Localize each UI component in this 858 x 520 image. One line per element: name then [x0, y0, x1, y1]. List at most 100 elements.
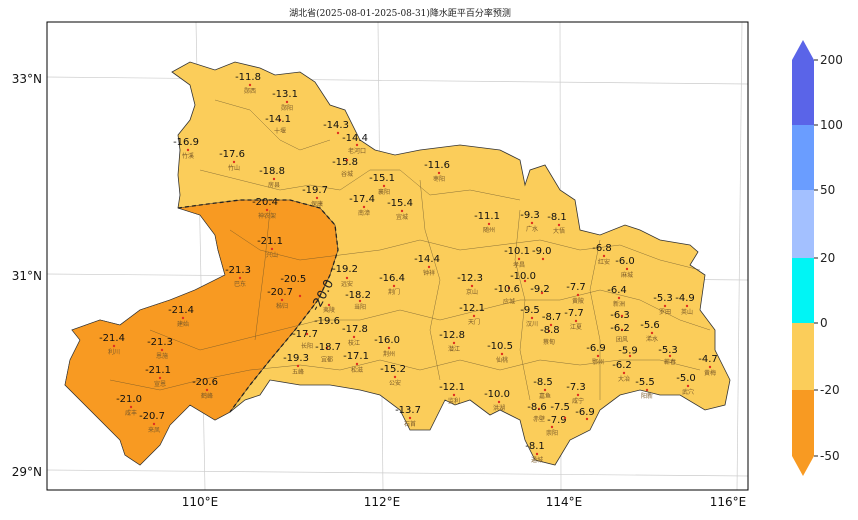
- station-label: -7.7 黄陂: [566, 282, 586, 305]
- station-label: -10.0: [510, 271, 536, 283]
- station-label: -5.3 罗田: [653, 293, 673, 316]
- longitude-label: 114°E: [546, 495, 583, 509]
- station-name: 赤壁: [533, 415, 545, 423]
- station-label: -10.1 孝昌: [504, 246, 530, 269]
- colorbar-extend-top: [792, 40, 814, 60]
- station-label: -16.4 荆门: [379, 273, 405, 296]
- station-name: 汉川: [526, 320, 538, 328]
- station-label: -5.3 蕲春: [658, 345, 678, 366]
- station-value: -6.9: [586, 343, 606, 354]
- station-dot: [345, 276, 349, 280]
- station-dot: [285, 100, 289, 104]
- station-value: -20.5: [280, 274, 306, 285]
- station-value: -16.0: [374, 335, 400, 346]
- station-name: 英山: [681, 308, 693, 316]
- colorbar-tick-label: 0: [820, 316, 828, 330]
- station-value: -8.6: [527, 402, 547, 413]
- station-label: -17.7 长阳: [292, 329, 318, 350]
- station-value: -18.8: [259, 166, 285, 177]
- station-name: 公安: [389, 379, 401, 387]
- station-dot: [622, 371, 626, 375]
- station-name: 松滋: [351, 366, 363, 374]
- station-label: -8.8 蔡甸: [540, 325, 560, 346]
- station-name: 巴东: [234, 280, 246, 288]
- station-label: -5.5 阳新: [635, 377, 655, 400]
- station-dot: [535, 452, 539, 456]
- station-name: 荆门: [388, 288, 400, 296]
- longitude-label: 110°E: [182, 495, 219, 509]
- station-value: -13.7: [395, 405, 421, 416]
- station-value: -15.2: [380, 364, 406, 375]
- station-value: -12.3: [457, 273, 483, 284]
- station-dot: [272, 177, 276, 181]
- station-value: -6.9: [575, 407, 595, 418]
- station-value: -20.4: [252, 197, 278, 208]
- station-name: 秭归: [276, 302, 288, 310]
- station-label: -9.0: [532, 246, 552, 261]
- colorbar-tick-label: 20: [820, 251, 835, 265]
- station-dot: [393, 375, 397, 379]
- station-value: -8.8: [540, 325, 560, 336]
- colorbar-bin: [792, 125, 814, 190]
- station-value: -21.0: [116, 394, 142, 405]
- latitude-label: 33°N: [12, 72, 42, 86]
- station-dot: [336, 131, 340, 135]
- station-label: -12.1 天门: [459, 303, 485, 326]
- station-label: -5.6 浠水: [640, 320, 660, 343]
- station-label: -8.1 通城: [525, 441, 545, 464]
- station-label: -16.0 荆州: [374, 335, 400, 358]
- station-dot: [543, 388, 547, 392]
- station-value: -7.3: [566, 382, 586, 393]
- county-border: [199, 169, 521, 201]
- station-value: -12.1: [439, 382, 465, 393]
- county-border: [214, 99, 331, 151]
- station-dot: [487, 222, 491, 226]
- station-value: -15.4: [387, 198, 413, 209]
- station-label: -15.2 公安: [380, 364, 406, 387]
- station-dot: [452, 341, 456, 345]
- station-dot: [620, 314, 624, 318]
- station-name: 通城: [531, 456, 543, 464]
- colorbar-bin: [792, 390, 814, 456]
- station-name: 浠水: [646, 335, 658, 343]
- station-dot: [585, 417, 589, 421]
- station-value: -5.5: [635, 377, 655, 388]
- station-label: -21.3 恩施: [147, 337, 173, 360]
- station-name: 大冶: [618, 375, 630, 383]
- station-label: -15.1 襄阳: [369, 173, 395, 196]
- station-name: 洪湖: [493, 404, 505, 412]
- station-value: -7.5: [550, 402, 570, 413]
- longitude-gridline: [736, 21, 743, 491]
- station-name: 远安: [341, 280, 353, 288]
- station-label: -8.5 嘉鱼: [533, 377, 553, 400]
- station-label: -20.7 来凤: [139, 411, 165, 434]
- station-label: -4.7 黄梅: [698, 354, 718, 377]
- station-name: 鄂州: [592, 358, 604, 366]
- station-label: -8.1 大悟: [547, 212, 567, 235]
- station-label: -12.1 监利: [439, 382, 465, 405]
- station-name: 嘉鱼: [539, 392, 551, 400]
- station-dot: [541, 257, 545, 261]
- station-label: -11.6 枣阳: [424, 160, 450, 183]
- station-dot: [387, 346, 391, 350]
- station-name: 利川: [108, 348, 120, 356]
- station-value: -17.8: [342, 324, 368, 335]
- station-value: -14.3: [323, 120, 349, 131]
- station-name: 南漳: [358, 209, 370, 217]
- below-minus20-area: [64, 199, 339, 466]
- station-value: -21.3: [225, 265, 251, 276]
- station-dot: [186, 148, 190, 152]
- station-value: -19.6: [314, 316, 340, 327]
- minus20-contour-line: [177, 199, 339, 413]
- station-dot: [530, 316, 534, 320]
- longitude-label: 116°E: [710, 495, 747, 509]
- station-value: -10.0: [484, 389, 510, 400]
- map-title: 湖北省(2025-08-01-2025-08-31)降水距平百分率预测: [289, 9, 511, 19]
- station-label: -19.6 夷陵: [314, 303, 340, 327]
- station-name: 夷陵: [323, 306, 335, 314]
- longitude-label: 112°E: [364, 495, 401, 509]
- station-dot: [602, 254, 606, 258]
- station-label: -6.4 新洲: [607, 285, 627, 308]
- station-name: 潜江: [448, 345, 460, 353]
